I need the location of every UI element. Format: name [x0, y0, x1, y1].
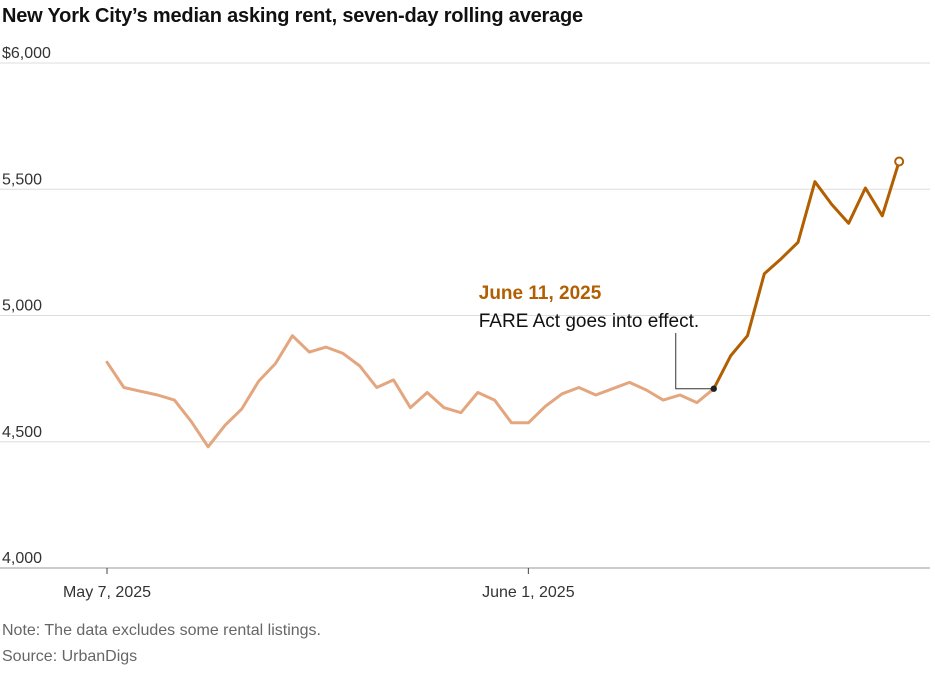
y-tick-label: $6,000 [2, 45, 51, 62]
chart-source: Source: UrbanDigs [2, 648, 138, 665]
annotation-date: June 11, 2025 [479, 283, 602, 304]
gridlines [0, 62, 930, 569]
series-line-after [712, 160, 901, 391]
y-tick-label: 4,000 [2, 550, 42, 567]
annotation: June 11, 2025 FARE Act goes into effect. [479, 283, 717, 392]
y-axis-labels: $6,000 5,500 5,000 4,500 4,000 [2, 45, 51, 567]
y-tick-label: 4,500 [2, 424, 42, 441]
end-point-marker [894, 156, 905, 167]
chart-title: New York City’s median asking rent, seve… [2, 5, 583, 27]
series-lines [105, 156, 905, 449]
annotation-text: FARE Act goes into effect. [479, 311, 699, 332]
chart-note: Note: The data excludes some rental list… [2, 622, 321, 639]
annotation-point [710, 385, 717, 392]
line-chart: $6,000 5,500 5,000 4,500 4,000 May 7, 2025 Ju… [0, 45, 930, 601]
x-tick-label: June 1, 2025 [482, 584, 575, 601]
y-tick-label: 5,000 [2, 298, 42, 315]
series-line-before [105, 334, 716, 449]
x-axis: May 7, 2025 June 1, 2025 [63, 568, 575, 601]
y-tick-label: 5,500 [2, 171, 42, 188]
annotation-leader-line [675, 333, 714, 390]
x-tick-label: May 7, 2025 [63, 584, 151, 601]
